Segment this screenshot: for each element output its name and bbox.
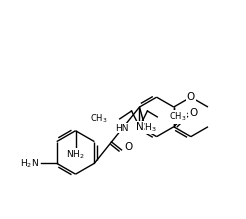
Text: O: O xyxy=(189,108,198,118)
Text: H$_2$N: H$_2$N xyxy=(20,157,39,170)
Text: O: O xyxy=(124,142,133,152)
Text: N: N xyxy=(136,122,143,132)
Text: CH$_3$: CH$_3$ xyxy=(90,113,108,125)
Text: NH$_2$: NH$_2$ xyxy=(66,148,85,161)
Text: CH$_3$: CH$_3$ xyxy=(169,111,187,123)
Text: O: O xyxy=(187,92,195,102)
Text: CH$_3$: CH$_3$ xyxy=(138,122,157,134)
Text: HN: HN xyxy=(116,124,129,133)
